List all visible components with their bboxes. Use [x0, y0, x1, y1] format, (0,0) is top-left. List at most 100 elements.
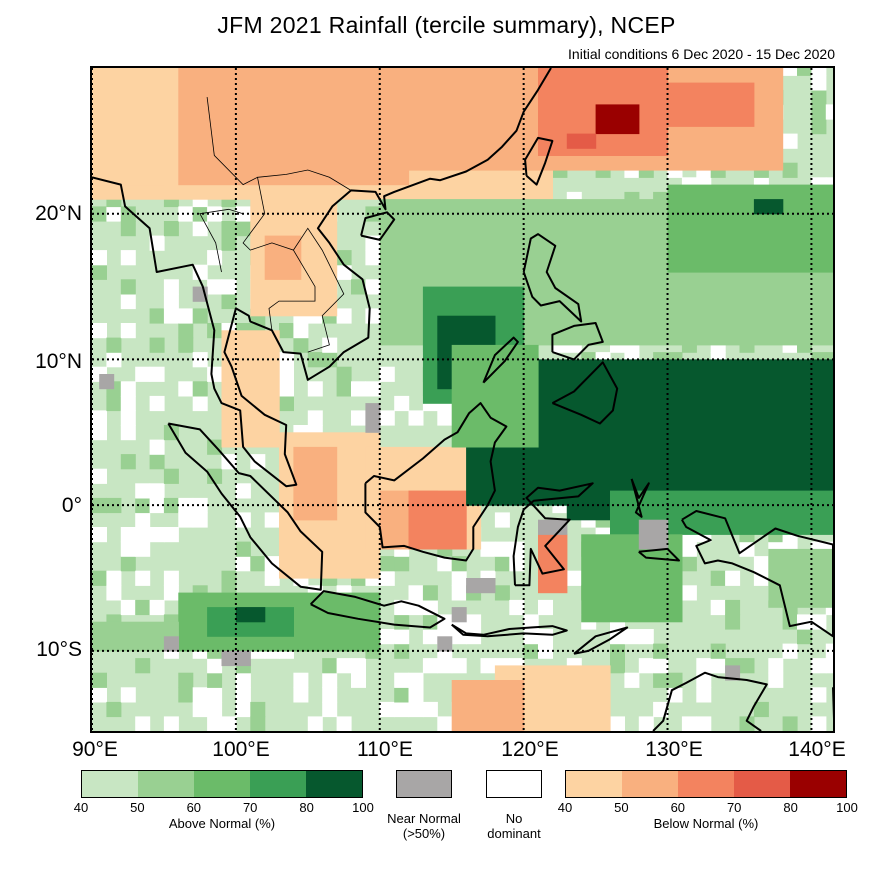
lon-label-120e: 120°E: [501, 738, 559, 761]
no-dominant-cell: [811, 658, 827, 674]
no-dominant-cell: [207, 206, 223, 222]
no-dominant-cell: [638, 716, 654, 731]
above-normal-cell: [394, 687, 410, 703]
no-dominant-cell: [365, 308, 381, 324]
above-normal-cell: [92, 264, 107, 280]
initial-conditions-subtitle: Initial conditions 6 Dec 2020 - 15 Dec 2…: [568, 46, 835, 62]
no-dominant-cell: [207, 366, 223, 382]
no-dominant-cell: [710, 599, 726, 616]
no-dominant-cell: [437, 410, 453, 426]
above-normal-cell: [149, 454, 165, 470]
no-dominant-cell: [163, 585, 179, 601]
no-dominant-cell: [120, 410, 136, 426]
no-dominant-cell: [379, 701, 395, 718]
no-dominant-cell: [178, 512, 194, 528]
above-swatch-70-80: [250, 771, 306, 797]
near-normal-swatch: [396, 770, 452, 798]
no-dominant-cell: [653, 658, 669, 674]
above-swatch-60-70: [194, 771, 250, 797]
no-dominant-cell: [307, 410, 323, 426]
tick-label: 70: [242, 800, 258, 815]
below-normal-region: [538, 534, 568, 594]
no-dominant-cell: [394, 629, 410, 645]
no-dominant-cell: [379, 366, 395, 382]
no-dominant-cell: [451, 585, 467, 601]
above-normal-cell: [811, 89, 827, 106]
no-dominant-cell: [638, 658, 654, 674]
no-dominant-cell: [710, 658, 726, 674]
above-normal-cell: [92, 497, 107, 514]
no-dominant-cell: [163, 716, 179, 731]
no-dominant-cell: [135, 366, 151, 382]
no-dominant-cell: [149, 366, 165, 382]
no-dominant-cell: [149, 483, 165, 499]
above-swatch-50-60: [138, 771, 194, 797]
coastline: [92, 68, 552, 488]
tick-label: 50: [614, 800, 629, 815]
country-border: [199, 208, 244, 273]
no-dominant-cell: [293, 672, 309, 688]
below-swatch-40-50: [566, 771, 622, 797]
no-dominant-cell: [523, 614, 539, 630]
no-dominant-cell: [538, 643, 553, 659]
above-normal-cell: [710, 570, 726, 586]
above-normal-cell: [178, 672, 194, 688]
no-dominant-cell: [523, 629, 539, 645]
no-dominant-cell: [192, 701, 208, 718]
no-dominant-cell: [451, 629, 467, 645]
no-dominant-cell: [120, 425, 136, 441]
no-dominant-cell: [120, 541, 136, 557]
no-dominant-cell: [163, 570, 179, 586]
no-dominant-cell: [192, 221, 208, 237]
below-normal-colorbar: [565, 770, 847, 798]
no-dominant-cell: [149, 395, 165, 412]
no-dominant-cell: [509, 599, 525, 616]
tick-label: 40: [73, 800, 89, 815]
no-dominant-cell: [509, 556, 525, 572]
no-dominant-cell: [92, 468, 107, 484]
above-normal-cell: [106, 337, 122, 353]
no-dominant-cell: [207, 279, 223, 295]
above-swatch-40-50: [82, 771, 138, 797]
no-dominant-cell: [322, 701, 338, 718]
above-normal-cell: [92, 206, 107, 222]
below-normal-region: [408, 490, 467, 550]
tick-label: 70: [726, 800, 742, 815]
no-dominant-cell: [120, 395, 136, 412]
below-normal-region: [264, 235, 302, 280]
no-dominant-cell: [279, 352, 294, 368]
no-dominant-cell: [135, 716, 151, 731]
no-dominant-cell: [681, 716, 697, 731]
above-normal-cell: [739, 716, 755, 731]
no-dominant-cell: [120, 599, 136, 616]
no-dominant-cell: [322, 687, 338, 703]
tick-label: 100: [352, 800, 374, 815]
no-dominant-cell: [365, 381, 381, 397]
coastline: [551, 361, 619, 425]
above-normal-cell: [782, 716, 798, 731]
no-dominant-cell: [437, 658, 453, 674]
no-dominant-cell: [538, 599, 553, 616]
below-normal-region: [293, 446, 338, 521]
no-dominant-cell: [163, 279, 179, 295]
no-dominant-cell: [825, 104, 833, 120]
below-normal-ticks: 40 50 60 70 80 100: [558, 798, 858, 816]
above-normal-cell: [163, 468, 179, 484]
no-dominant-cell: [494, 541, 510, 557]
no-dominant-cell: [178, 381, 194, 397]
tick-label: 60: [670, 800, 686, 815]
legend-near-normal: Near Normal (>50%): [374, 770, 474, 841]
no-dominant-cell: [696, 687, 712, 703]
above-normal-cell: [92, 672, 107, 688]
no-dominant-cell: [92, 250, 107, 266]
lat-label-10s: 10°S: [36, 638, 82, 661]
above-normal-cell: [394, 556, 410, 572]
no-dominant-cell: [610, 716, 625, 731]
no-dominant-cell: [408, 410, 424, 426]
no-dominant-cell: [221, 716, 237, 731]
no-dominant-cell: [178, 308, 194, 324]
no-dominant-cell: [566, 570, 582, 586]
below-swatch-60-70: [678, 771, 734, 797]
no-dominant-cell: [92, 323, 107, 339]
no-dominant-cell: [307, 716, 323, 731]
